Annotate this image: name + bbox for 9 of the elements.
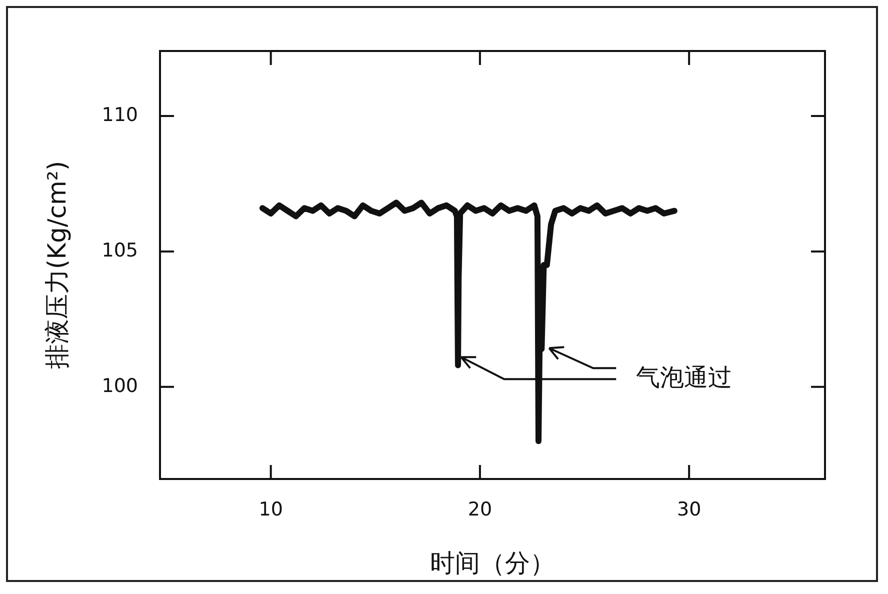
y-axis-title: 排液压力(Kg/cm²)	[42, 160, 72, 370]
y-tick-label: 100	[102, 374, 138, 397]
x-tick-label: 10	[258, 498, 283, 520]
y-tick-label: 110	[102, 104, 138, 126]
annotation: 气泡通过	[636, 363, 732, 392]
x-axis-title: 时间（分）	[430, 548, 555, 578]
x-tick-label: 20	[468, 498, 492, 520]
y-tick-label: 105	[102, 239, 138, 262]
x-tick-label: 30	[676, 498, 702, 520]
